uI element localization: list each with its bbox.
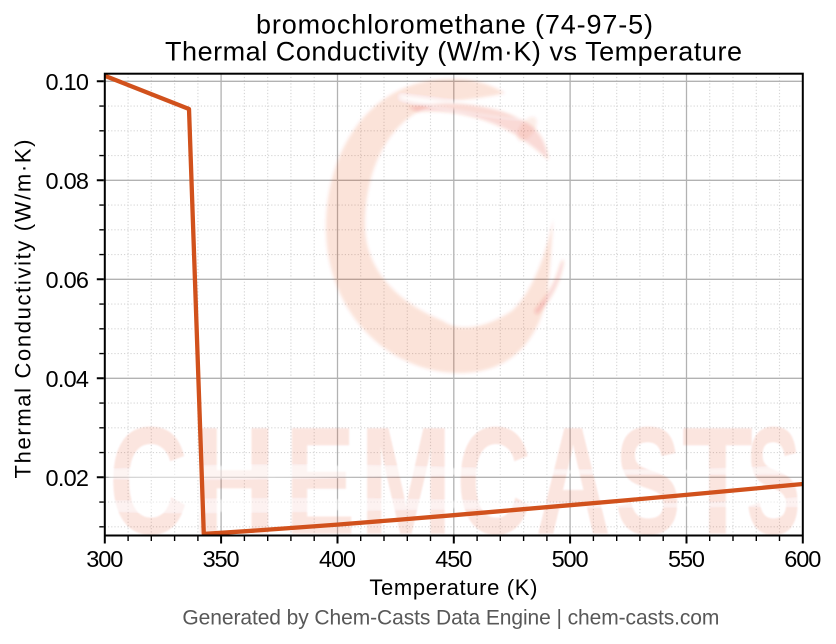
svg-text:Temperature (K): Temperature (K) <box>369 575 537 600</box>
svg-text:0.08: 0.08 <box>46 168 90 194</box>
svg-text:S: S <box>746 396 801 567</box>
svg-text:500: 500 <box>552 546 589 572</box>
svg-text:Thermal Conductivity (W/m·K) v: Thermal Conductivity (W/m·K) vs Temperat… <box>165 37 742 67</box>
svg-text:0.10: 0.10 <box>46 69 90 95</box>
svg-text:S: S <box>615 396 681 567</box>
svg-text:T: T <box>682 396 753 567</box>
svg-text:350: 350 <box>203 546 240 572</box>
svg-text:300: 300 <box>86 546 123 572</box>
svg-text:C: C <box>109 396 188 567</box>
svg-text:M: M <box>360 396 452 567</box>
svg-text:Thermal Conductivity (W/m·K): Thermal Conductivity (W/m·K) <box>11 140 36 479</box>
svg-text:400: 400 <box>319 546 356 572</box>
svg-text:0.02: 0.02 <box>46 465 90 491</box>
svg-text:550: 550 <box>668 546 705 572</box>
svg-text:600: 600 <box>784 546 821 572</box>
svg-text:0.06: 0.06 <box>46 267 90 293</box>
svg-text:A: A <box>536 396 611 567</box>
svg-text:bromochloromethane (74-97-5): bromochloromethane (74-97-5) <box>256 9 653 39</box>
svg-text:0.04: 0.04 <box>46 366 90 392</box>
svg-text:450: 450 <box>435 546 472 572</box>
svg-text:Generated by Chem-Casts Data E: Generated by Chem-Casts Data Engine | ch… <box>182 606 719 629</box>
